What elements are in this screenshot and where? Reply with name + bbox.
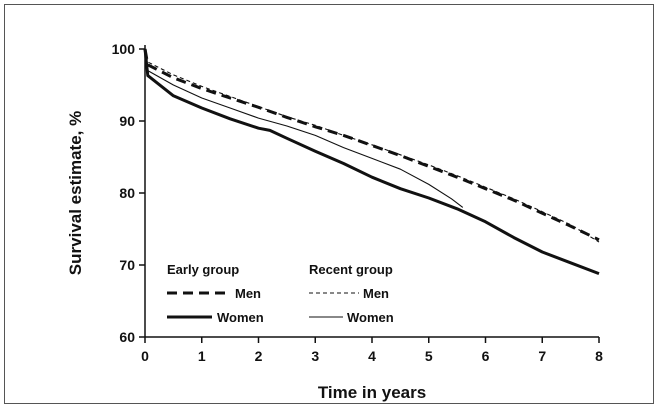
- y-tick-label: 90: [119, 113, 135, 129]
- x-tick-label: 4: [368, 348, 376, 364]
- y-tick-label: 100: [112, 41, 136, 57]
- legend-label-early-men: Men: [235, 286, 261, 301]
- survival-chart: 60 70 80 90 100 0 1 2 3 4 5 6 7 8 Early group Recent …: [66, 41, 603, 402]
- series-line-recent-group-women: [144, 48, 464, 208]
- x-tick-label: 5: [425, 348, 433, 364]
- x-tick-label: 6: [482, 348, 490, 364]
- legend-title-recent-group: Recent group: [309, 262, 393, 277]
- axes: 60 70 80 90 100 0 1 2 3 4 5 6 7 8: [112, 41, 603, 364]
- x-tick-label: 2: [255, 348, 263, 364]
- series-line-early-group-men: [143, 48, 600, 242]
- chart-frame: 60 70 80 90 100 0 1 2 3 4 5 6 7 8 Early group Recent …: [4, 4, 654, 404]
- x-tick-label: 1: [198, 348, 206, 364]
- legend: Early group Recent group Men Women Men W…: [167, 262, 394, 325]
- legend-label-recent-men: Men: [363, 286, 389, 301]
- y-tick-label: 70: [119, 257, 135, 273]
- x-tick-label: 3: [311, 348, 319, 364]
- x-tick-label: 7: [538, 348, 546, 364]
- series-line-recent-group-men: [144, 48, 600, 243]
- y-tick-label: 80: [119, 185, 135, 201]
- y-axis-title: Survival estimate, %: [66, 111, 85, 275]
- legend-title-early-group: Early group: [167, 262, 239, 277]
- x-tick-label: 0: [141, 348, 149, 364]
- series-layer: [143, 48, 600, 276]
- legend-label-recent-women: Women: [347, 310, 394, 325]
- legend-label-early-women: Women: [217, 310, 264, 325]
- y-tick-label: 60: [119, 329, 135, 345]
- x-tick-label: 8: [595, 348, 603, 364]
- series-line-early-group-women: [143, 48, 600, 276]
- x-axis-title: Time in years: [318, 383, 426, 402]
